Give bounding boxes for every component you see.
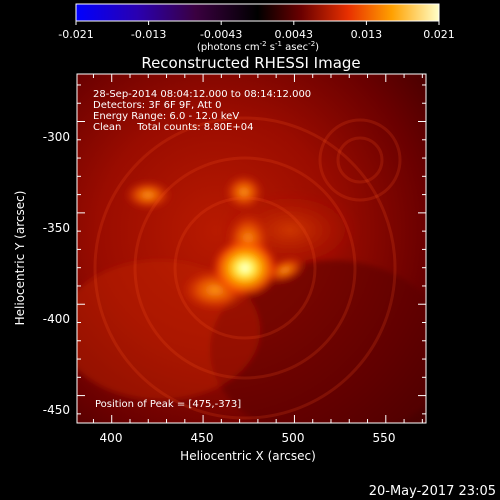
colorbar-units: (photons cm-2 s-1 asec-2): [197, 40, 319, 53]
y-tick-label: -350: [43, 221, 70, 235]
y-axis-label: Heliocentric Y (arcsec): [13, 191, 27, 326]
colorbar: -0.021 -0.013 -0.0043 0.0043 0.013 0.021…: [58, 3, 455, 53]
colorbar-tick-label: 0.013: [351, 28, 383, 41]
axis-ticks: [77, 74, 426, 423]
x-tick-label: 500: [282, 431, 305, 445]
peak-position-label: Position of Peak = [475,-373]: [95, 399, 241, 410]
solar-image: [77, 74, 426, 423]
colorbar-tick-label: 0.021: [423, 28, 455, 41]
colorbar-ticks: [75, 21, 440, 25]
info-line: Energy Range: 6.0 - 12.0 keV: [93, 111, 239, 122]
info-line: Detectors: 3F 6F 9F, Att 0: [93, 100, 221, 111]
colorbar-gradient: [75, 3, 440, 22]
y-tick-label: -300: [43, 130, 70, 144]
plot-title: Reconstructed RHESSI Image: [141, 54, 360, 72]
observation-info: 28-Sep-2014 08:04:12.000 to 08:14:12.000…: [93, 89, 311, 133]
x-tick-label: 400: [100, 431, 123, 445]
colorbar-tick-label: -0.013: [131, 28, 166, 41]
plot-frame: [76, 73, 427, 424]
colorbar-tick-label: -0.0043: [200, 28, 242, 41]
info-line: 28-Sep-2014 08:04:12.000 to 08:14:12.000: [93, 89, 311, 100]
timestamp: 20-May-2017 23:05: [369, 484, 496, 499]
x-tick-label: 450: [191, 431, 214, 445]
x-tick-label: 550: [373, 431, 396, 445]
y-tick-label: -450: [43, 403, 70, 417]
colorbar-tick-label: -0.021: [58, 28, 93, 41]
colorbar-tick-label: 0.0043: [275, 28, 314, 41]
info-line: Clean Total counts: 8.80E+04: [93, 122, 253, 133]
y-tick-label: -400: [43, 312, 70, 326]
x-axis-label: Heliocentric X (arcsec): [180, 449, 316, 463]
